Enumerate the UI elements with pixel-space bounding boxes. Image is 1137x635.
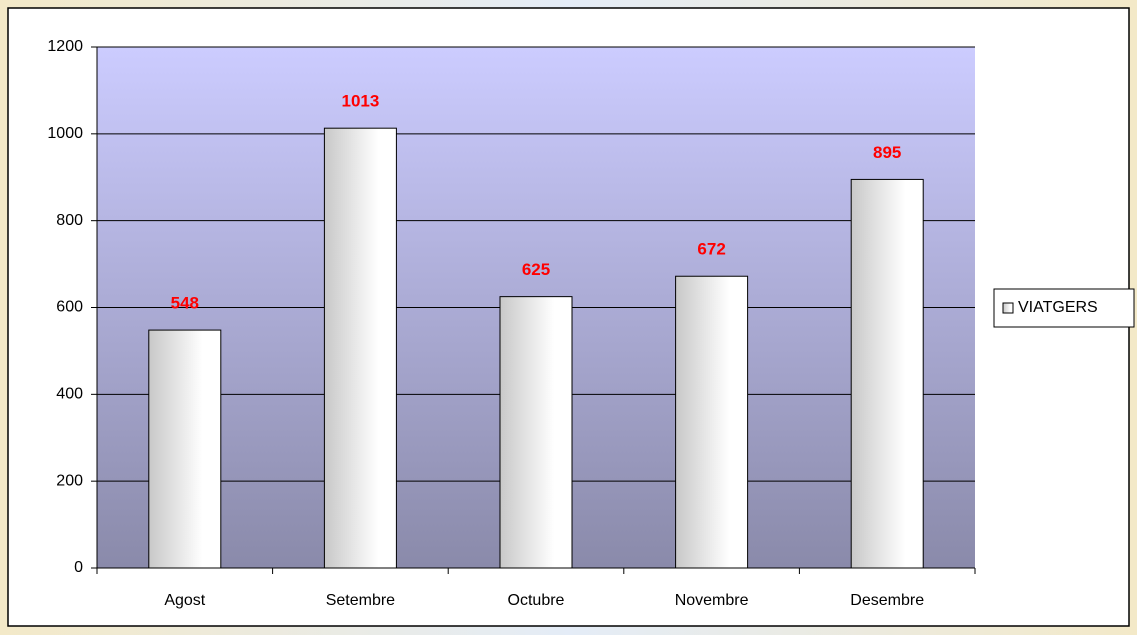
legend-label: VIATGERS (1018, 299, 1098, 316)
bar (675, 275, 749, 569)
y-tick-label: 0 (74, 559, 83, 576)
bar (499, 296, 573, 569)
y-tick-label: 600 (56, 299, 83, 316)
y-tick-label: 200 (56, 472, 83, 489)
bar (850, 178, 924, 569)
data-label: 672 (697, 240, 725, 259)
legend-box (993, 288, 1135, 328)
legend-swatch (1002, 302, 1014, 314)
x-tick-label: Octubre (508, 592, 565, 609)
y-tick-label: 1200 (47, 38, 83, 55)
data-label: 625 (522, 260, 550, 279)
data-label: 1013 (341, 92, 379, 111)
bar (323, 127, 397, 569)
bar (148, 329, 222, 569)
y-tick-label: 800 (56, 212, 83, 229)
x-tick-label: Novembre (675, 592, 749, 609)
x-tick-label: Desembre (850, 592, 924, 609)
y-tick-label: 400 (56, 386, 83, 403)
data-label: 548 (171, 294, 199, 313)
x-tick-label: Setembre (326, 592, 395, 609)
data-label: 895 (873, 143, 901, 162)
y-tick-label: 1000 (47, 125, 83, 142)
x-tick-label: Agost (164, 592, 205, 609)
